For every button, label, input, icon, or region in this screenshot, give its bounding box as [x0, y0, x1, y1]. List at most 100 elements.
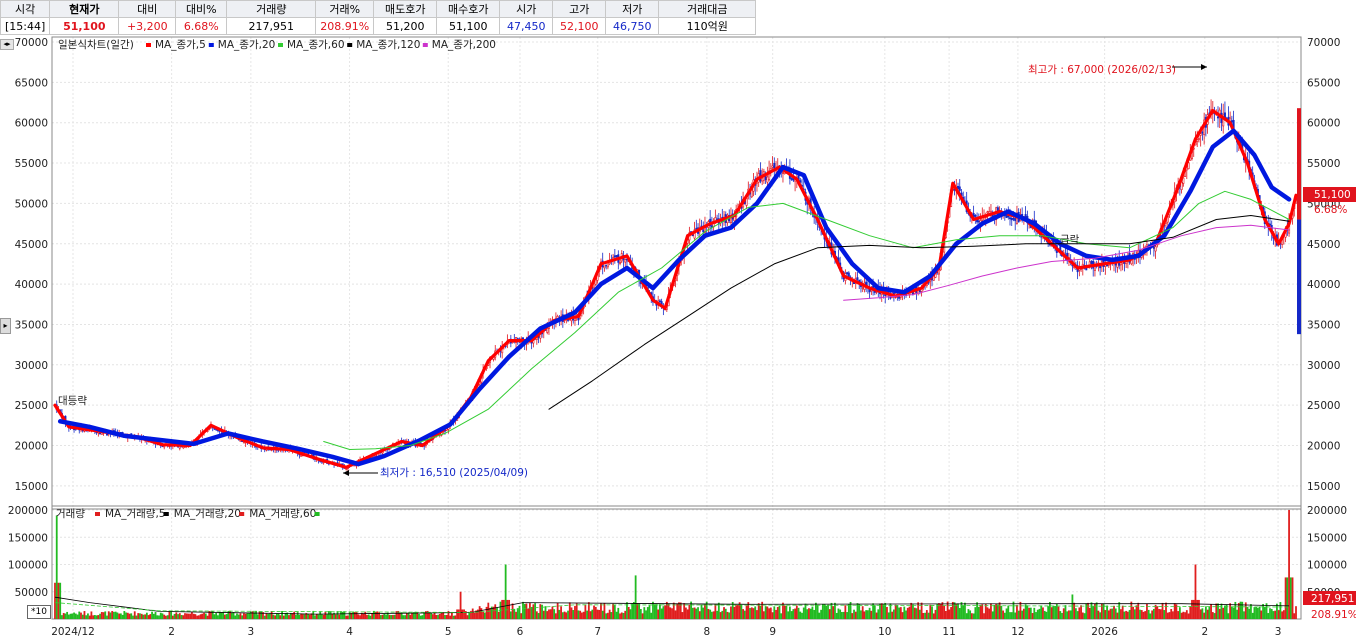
- volume-bar: [260, 611, 263, 619]
- volume-bar: [612, 603, 615, 619]
- volume-bar: [1182, 611, 1185, 619]
- volume-tick-label: 50000: [15, 587, 48, 599]
- volume-bar: [88, 615, 91, 619]
- price-tick-label: 40000: [1307, 279, 1340, 291]
- volume-bar: [457, 609, 460, 619]
- volume-bar: [1080, 605, 1082, 619]
- volume-bar: [849, 601, 852, 619]
- candle-body: [856, 277, 859, 280]
- candle-body: [1088, 261, 1091, 266]
- legend-item: MA_거래량,60: [249, 508, 316, 520]
- volume-bar: [289, 612, 292, 619]
- volume-bar: [553, 609, 556, 619]
- volume-bar: [430, 612, 433, 619]
- price-tick-label: 25000: [15, 400, 48, 412]
- volume-bar: [376, 611, 379, 619]
- legend-item: MA_종가,20: [218, 39, 276, 51]
- candle-body: [958, 186, 961, 191]
- volume-bar: [1269, 608, 1271, 619]
- volume-bar: [227, 611, 230, 619]
- volume-bar: [861, 606, 864, 619]
- volume-bar: [409, 614, 412, 619]
- quote-high: 52,100: [552, 17, 607, 35]
- volume-bar: [790, 611, 793, 619]
- volume-bar: [74, 613, 77, 619]
- volume-bar: [941, 602, 944, 619]
- volume-bar: [785, 605, 788, 619]
- volume-bar: [813, 609, 816, 619]
- zoom-x10-button[interactable]: *10: [27, 605, 51, 619]
- volume-bar: [203, 612, 205, 619]
- volume-bar: [281, 610, 283, 619]
- volume-bar: [979, 604, 982, 619]
- volume-bar: [126, 612, 129, 619]
- candle-body: [861, 287, 864, 289]
- volume-bar: [825, 605, 828, 619]
- volume-bar: [1062, 608, 1065, 619]
- volume-bar: [1279, 602, 1282, 619]
- expand-arrows-icon[interactable]: ◂▸: [0, 39, 14, 50]
- volume-bar: [1194, 564, 1197, 619]
- volume-bar: [1071, 594, 1074, 619]
- chart-grid: [52, 37, 1301, 619]
- volume-bar: [234, 615, 237, 619]
- volume-bar: [939, 603, 942, 619]
- volume-bar: [67, 614, 70, 619]
- volume-bar: [631, 603, 634, 619]
- price-tick-label: 15000: [1307, 481, 1340, 493]
- volume-bar: [1078, 607, 1081, 619]
- volume-bar: [338, 614, 341, 619]
- volume-bar: [1113, 605, 1115, 619]
- volume-bar: [801, 612, 803, 619]
- volume-bar: [83, 611, 86, 619]
- volume-bar: [1099, 612, 1102, 619]
- volume-bar: [778, 605, 781, 619]
- volume-bar: [386, 612, 389, 619]
- volume-bar: [81, 614, 84, 619]
- candle-body: [847, 272, 850, 278]
- volume-bar: [948, 609, 951, 619]
- volume-bar: [856, 603, 859, 619]
- volume-bar: [340, 611, 342, 619]
- volume-bar: [972, 613, 975, 619]
- volume-bar: [733, 606, 736, 619]
- volume-bar: [688, 604, 691, 619]
- volume-bar: [938, 603, 940, 619]
- volume-bar: [1267, 613, 1270, 619]
- volume-bar: [641, 613, 644, 619]
- volume-bar: [168, 611, 171, 619]
- volume-bar: [433, 612, 436, 619]
- volume-bar: [1198, 599, 1200, 619]
- legend-swatch: [239, 512, 245, 516]
- collapse-panel-icon[interactable]: ▸: [0, 318, 11, 334]
- quote-volume-pct: 208.91%: [315, 17, 375, 35]
- volume-bar: [1251, 612, 1254, 619]
- volume-bar: [154, 612, 157, 619]
- volume-bar: [976, 602, 978, 619]
- price-badge-bg: [1303, 187, 1356, 202]
- drop-annotation: 급락: [1060, 234, 1080, 246]
- volume-bar: [142, 614, 145, 619]
- volume-bar: [799, 611, 802, 619]
- volume-bar: [171, 615, 174, 619]
- volume-bar: [636, 603, 639, 619]
- volume-bar: [691, 607, 694, 619]
- volume-bar: [1203, 612, 1206, 619]
- quote-change: +3,200: [118, 17, 177, 35]
- date-tick-label: 3: [1275, 626, 1282, 638]
- volume-bar: [577, 610, 580, 619]
- volume-bar: [795, 605, 798, 619]
- volume-bar: [882, 604, 885, 619]
- volume-bar: [1066, 611, 1069, 619]
- volume-bar: [646, 607, 649, 619]
- price-legend-title: 일본식차트(일간): [58, 38, 134, 51]
- volume-bar: [983, 613, 985, 619]
- volume-bar: [1043, 610, 1046, 619]
- volume-bar: [1040, 605, 1043, 619]
- volume-bar: [1133, 609, 1136, 619]
- volume-bar: [665, 601, 668, 619]
- volume-bar: [182, 615, 185, 619]
- volume-ma-line: [54, 596, 1290, 615]
- candle-body: [1201, 131, 1204, 134]
- volume-bar: [820, 609, 822, 619]
